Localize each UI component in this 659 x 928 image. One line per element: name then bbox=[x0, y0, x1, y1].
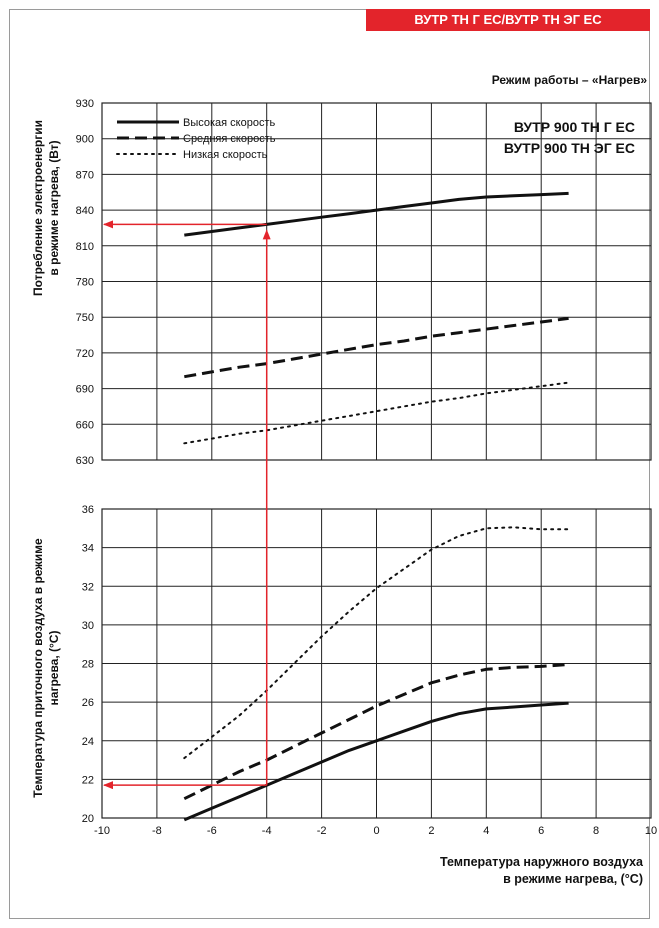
x-tick-label: 2 bbox=[428, 825, 434, 837]
x-tick-label: 10 bbox=[645, 825, 657, 837]
y-tick-label: 660 bbox=[76, 419, 94, 431]
y-tick-label: 720 bbox=[76, 348, 94, 360]
y-tick-label: 28 bbox=[82, 659, 94, 671]
x-tick-label: -6 bbox=[207, 825, 217, 837]
x-tick-label: 8 bbox=[593, 825, 599, 837]
y-tick-label: 930 bbox=[76, 98, 94, 110]
x-tick-label: 0 bbox=[373, 825, 379, 837]
y-tick-label: 20 bbox=[82, 813, 94, 825]
bottom-ylabel-line1: Температура приточного воздуха в режиме bbox=[31, 538, 45, 798]
y-tick-label: 690 bbox=[76, 384, 94, 396]
x-tick-label: -8 bbox=[152, 825, 162, 837]
series-0-solid bbox=[184, 191, 569, 237]
y-tick-label: 810 bbox=[76, 241, 94, 253]
y-tick-label: 750 bbox=[76, 312, 94, 324]
x-tick-label: -10 bbox=[94, 825, 110, 837]
y-tick-label: 24 bbox=[82, 736, 94, 748]
series-0-dashed bbox=[184, 316, 569, 379]
x-axis-title: Температура наружного воздуха в режиме н… bbox=[440, 854, 643, 888]
mode-label: Режим работы – «Нагрев» bbox=[491, 73, 647, 87]
page-frame bbox=[9, 9, 650, 919]
legend-label-low: Низкая скорость bbox=[183, 149, 268, 161]
y-tick-label: 36 bbox=[82, 504, 94, 516]
bottom-ylabel-line2: нагрева, (°С) bbox=[47, 631, 61, 706]
top-ylabel-line2: в режиме нагрева, (Вт) bbox=[47, 140, 61, 275]
y-tick-label: 22 bbox=[82, 774, 94, 786]
model-name-2: ВУТР 900 ТН ЭГ ЕС bbox=[504, 140, 635, 156]
legend-label-medium: Средняя скорость bbox=[183, 133, 276, 145]
series-layer bbox=[183, 191, 570, 822]
tick-labels: 6306606907207507808108408709009302022242… bbox=[76, 98, 657, 837]
y-tick-label: 870 bbox=[76, 169, 94, 181]
x-tick-label: -4 bbox=[262, 825, 272, 837]
y-tick-label: 780 bbox=[76, 277, 94, 289]
model-banner: ВУТР ТН Г ЕС/ВУТР ТН ЭГ ЕС bbox=[366, 9, 650, 31]
series-0-dotted bbox=[183, 381, 570, 445]
series-1-solid bbox=[183, 701, 569, 822]
x-tick-label: 4 bbox=[483, 825, 489, 837]
x-tick-label: -2 bbox=[317, 825, 327, 837]
y-tick-label: 34 bbox=[82, 543, 94, 555]
y-tick-label: 630 bbox=[76, 455, 94, 467]
y-tick-label: 840 bbox=[76, 205, 94, 217]
top-ylabel-line1: Потребление электроенергии bbox=[31, 120, 45, 296]
series-1-dotted bbox=[183, 526, 570, 760]
y-tick-label: 32 bbox=[82, 581, 94, 593]
y-tick-label: 900 bbox=[76, 134, 94, 146]
x-axis-title-line2: в режиме нагрева, (°С) bbox=[503, 872, 643, 886]
legend: Высокая скорость Средняя скорость Низкая… bbox=[116, 117, 276, 161]
y-tick-label: 26 bbox=[82, 697, 94, 709]
y-tick-label: 30 bbox=[82, 620, 94, 632]
series-1-dashed bbox=[183, 663, 569, 801]
legend-label-high: Высокая скорость bbox=[183, 117, 275, 129]
guide-arrows bbox=[103, 220, 271, 790]
x-axis-title-line1: Температура наружного воздуха bbox=[440, 855, 643, 869]
model-name-1: ВУТР 900 ТН Г ЕС bbox=[514, 119, 635, 135]
x-tick-label: 6 bbox=[538, 825, 544, 837]
